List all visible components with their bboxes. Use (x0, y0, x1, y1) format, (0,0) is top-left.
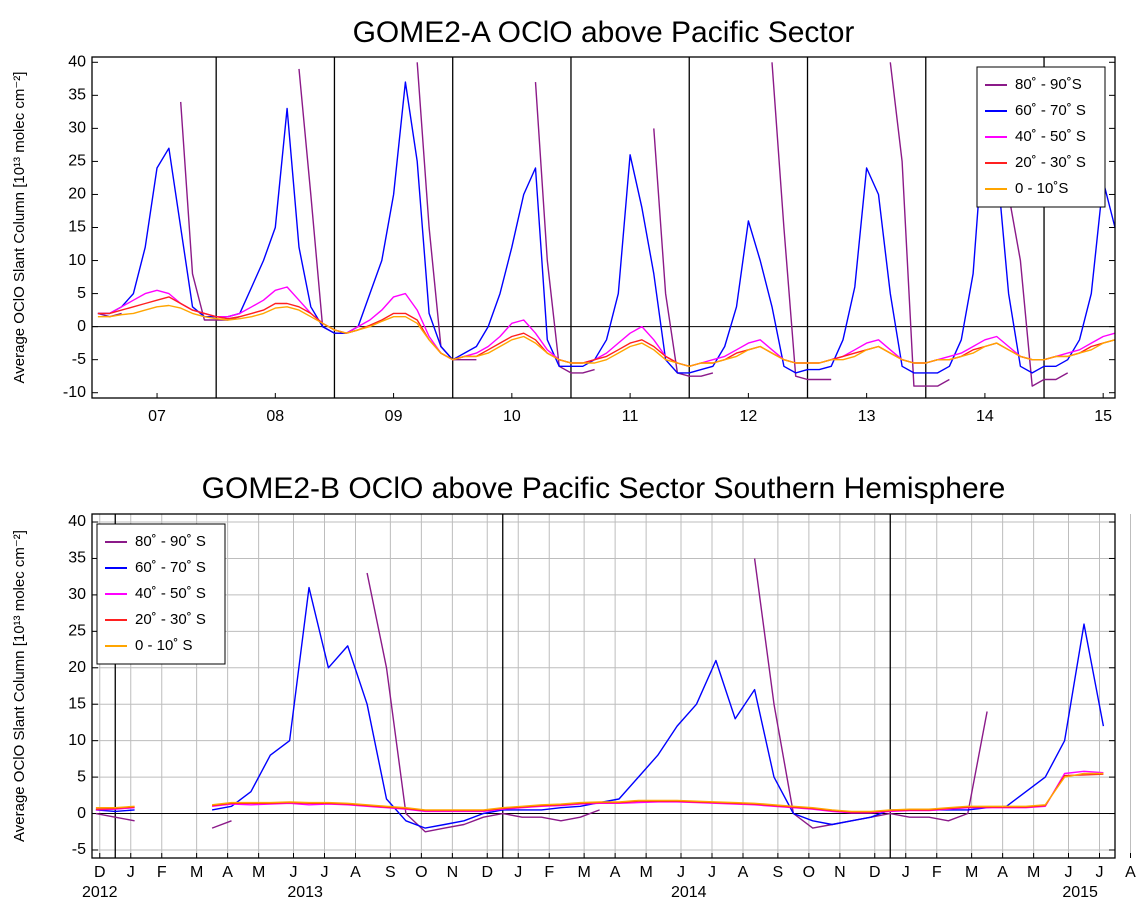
y-tick-label: -5 (72, 841, 86, 858)
x-tick-label: M (1027, 864, 1040, 881)
legend-label: 60˚ - 70˚ S (1015, 102, 1086, 119)
y-tick-label: 30 (68, 586, 86, 603)
x-tick-label: J (708, 864, 716, 881)
year-label: 2013 (287, 884, 323, 901)
y-tick-label: 10 (68, 252, 86, 269)
x-tick-label: 08 (266, 408, 284, 425)
y-axis-label: Average OClO Slant Column [10¹³ molec cm… (11, 72, 28, 384)
x-tick-label: A (997, 864, 1008, 881)
y-tick-label: 35 (68, 550, 86, 567)
y-tick-label: 10 (68, 732, 86, 749)
legend-label: 80˚ - 90˚S (1015, 76, 1082, 93)
x-tick-label: D (94, 864, 106, 881)
legend-label: 0 - 10˚ S (135, 637, 193, 654)
y-axis-label: Average OClO Slant Column [10¹³ molec cm… (11, 530, 28, 842)
x-tick-label: 09 (385, 408, 403, 425)
x-tick-label: O (415, 864, 427, 881)
x-tick-label: S (773, 864, 784, 881)
x-tick-label: 13 (858, 408, 876, 425)
y-tick-label: 15 (68, 695, 86, 712)
x-tick-label: J (677, 864, 685, 881)
legend-label: 40˚ - 50˚ S (1015, 128, 1086, 145)
x-tick-label: J (321, 864, 329, 881)
y-tick-label: 40 (68, 513, 86, 530)
series-line (95, 772, 1104, 813)
y-tick-label: 40 (68, 54, 86, 71)
x-tick-label: S (385, 864, 396, 881)
year-label: 2015 (1062, 884, 1098, 901)
x-tick-label: J (1096, 864, 1104, 881)
y-tick-label: 0 (77, 805, 86, 822)
x-tick-label: A (1125, 864, 1136, 881)
y-tick-label: 5 (77, 285, 86, 302)
series-line (95, 558, 988, 833)
x-tick-label: D (481, 864, 493, 881)
x-tick-label: M (190, 864, 203, 881)
x-tick-label: M (252, 864, 265, 881)
legend-label: 60˚ - 70˚ S (135, 559, 206, 576)
x-tick-label: F (157, 864, 167, 881)
series-line (97, 62, 1069, 387)
series-line (97, 81, 1116, 374)
x-tick-label: O (803, 864, 815, 881)
x-tick-label: M (965, 864, 978, 881)
x-tick-label: D (869, 864, 881, 881)
legend-label: 20˚ - 30˚ S (1015, 154, 1086, 171)
y-tick-label: 25 (68, 153, 86, 170)
y-tick-label: 15 (68, 219, 86, 236)
series-line (95, 586, 1105, 829)
x-tick-label: 12 (739, 408, 757, 425)
x-tick-label: A (350, 864, 361, 881)
y-tick-label: 35 (68, 87, 86, 104)
x-tick-label: J (902, 864, 910, 881)
legend-label: 0 - 10˚S (1015, 180, 1068, 197)
x-tick-label: F (932, 864, 942, 881)
x-tick-label: J (514, 864, 522, 881)
series-line (97, 304, 1116, 367)
x-tick-label: 14 (976, 408, 994, 425)
legend-label: 80˚ - 90˚ S (135, 533, 206, 550)
y-tick-label: 0 (77, 318, 86, 335)
x-tick-label: J (127, 864, 135, 881)
y-tick-label: 5 (77, 768, 86, 785)
x-tick-label: F (544, 864, 554, 881)
y-tick-label: -5 (72, 351, 86, 368)
y-tick-label: 30 (68, 120, 86, 137)
x-tick-label: N (834, 864, 846, 881)
legend-label: 40˚ - 50˚ S (135, 585, 206, 602)
x-tick-label: M (577, 864, 590, 881)
plot-frame (91, 513, 1116, 859)
year-label: 2012 (82, 884, 118, 901)
year-label: 2014 (671, 884, 707, 901)
x-tick-label: N (447, 864, 459, 881)
series-line (97, 286, 1116, 367)
x-tick-label: A (222, 864, 233, 881)
x-tick-label: M (639, 864, 652, 881)
x-tick-label: A (610, 864, 621, 881)
x-tick-label: J (1065, 864, 1073, 881)
chart-title: GOME2-B OClO above Pacific Sector Southe… (202, 472, 1006, 505)
x-tick-label: 15 (1094, 408, 1112, 425)
legend-label: 20˚ - 30˚ S (135, 611, 206, 628)
x-tick-label: 07 (148, 408, 166, 425)
x-tick-label: 11 (622, 408, 639, 425)
x-tick-label: A (738, 864, 749, 881)
y-tick-label: 20 (68, 659, 86, 676)
x-tick-label: J (290, 864, 298, 881)
y-tick-label: 20 (68, 186, 86, 203)
y-tick-label: -10 (63, 384, 86, 401)
x-tick-label: 10 (503, 408, 521, 425)
plot-frame (91, 56, 1116, 399)
chart-title: GOME2-A OClO above Pacific Sector (353, 16, 855, 49)
y-tick-label: 25 (68, 623, 86, 640)
series-line (95, 773, 1104, 813)
